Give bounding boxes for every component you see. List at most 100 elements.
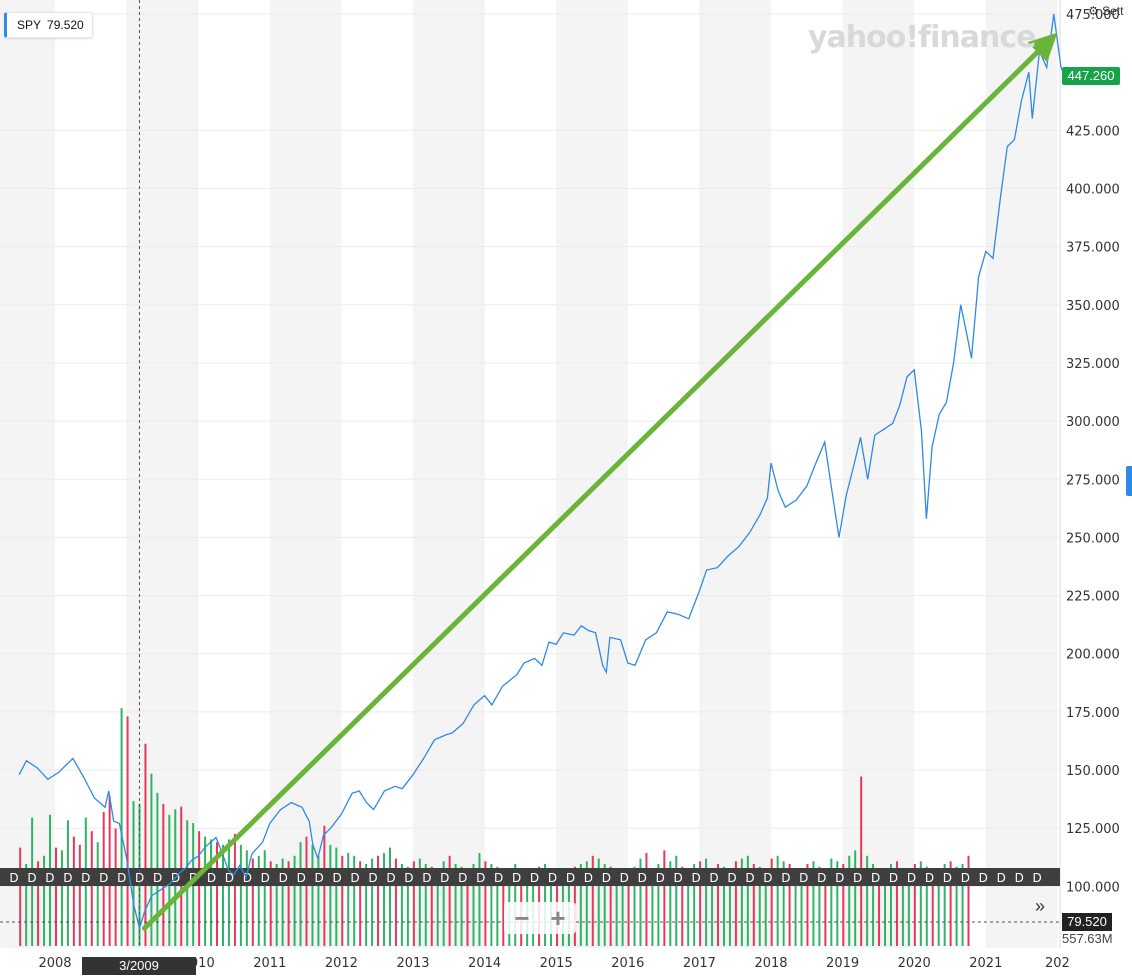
trend-arrow-shaft: [142, 49, 1040, 931]
settings-button[interactable]: ⚙ Sett: [1088, 4, 1123, 18]
volume-bar: [872, 864, 875, 946]
volume-bar: [794, 872, 797, 946]
x-tick-label: 2019: [826, 956, 859, 971]
volume-bar: [120, 708, 123, 946]
volume-bar: [836, 861, 839, 946]
dividend-marker: D: [27, 871, 36, 885]
dividend-marker: D: [297, 871, 306, 885]
x-tick-label: 2021: [969, 956, 1002, 971]
dividend-marker: D: [9, 871, 18, 885]
volume-bar: [418, 858, 421, 946]
volume-bar: [687, 869, 690, 946]
dividend-marker: D: [763, 871, 772, 885]
volume-bar: [597, 858, 600, 946]
volume-bar: [740, 858, 743, 946]
price-line: [18, 13, 1067, 931]
volume-bar: [734, 861, 737, 946]
volume-bar: [311, 844, 314, 946]
volume-bar: [722, 866, 725, 946]
volume-bar: [907, 872, 910, 946]
volume-bar: [657, 864, 660, 946]
volume-bar: [901, 869, 904, 946]
volume-bar: [830, 858, 833, 946]
volume-bar: [198, 831, 201, 946]
volume-bar: [591, 855, 594, 946]
dividend-marker: D: [476, 871, 485, 885]
volume-bar: [878, 874, 881, 946]
volume-bar: [275, 864, 278, 946]
dividend-marker: D: [853, 871, 862, 885]
x-tick-label: 2020: [898, 956, 931, 971]
dividend-marker: D: [566, 871, 575, 885]
zoom-in-button[interactable]: +: [550, 902, 566, 933]
y-tick-label: 175.000: [1066, 706, 1120, 721]
dividend-marker: D: [548, 871, 557, 885]
volume-bar: [585, 861, 588, 946]
scroll-right-button[interactable]: »: [1026, 894, 1054, 918]
volume-bar: [806, 864, 809, 946]
year-band: [126, 0, 199, 948]
volume-bar: [812, 861, 815, 946]
side-panel-tab[interactable]: [1126, 466, 1132, 496]
dividend-marker: D: [1033, 871, 1042, 885]
year-band: [842, 0, 915, 948]
volume-bar: [335, 847, 338, 946]
settings-label: Sett: [1102, 4, 1124, 18]
volume-bar: [472, 864, 475, 946]
volume-bar: [210, 839, 213, 946]
volume-bar: [776, 855, 779, 946]
volume-bar: [693, 864, 696, 946]
volume-bar: [388, 847, 391, 946]
ticker-chip[interactable]: SPY 79.520: [4, 12, 93, 38]
zoom-out-button[interactable]: −: [514, 902, 530, 933]
volume-bar: [895, 861, 898, 946]
y-tick-label: 250.000: [1066, 531, 1120, 546]
volume-bar: [227, 839, 230, 946]
volume-bar: [633, 866, 636, 946]
dividend-marker: D: [674, 871, 683, 885]
volume-bar: [645, 853, 648, 946]
dividend-marker: D: [332, 871, 341, 885]
x-tick-label: 2012: [325, 956, 358, 971]
volume-bar: [293, 855, 296, 946]
dividend-marker: D: [691, 871, 700, 885]
volume-bar: [406, 866, 409, 946]
volume-bar: [621, 874, 624, 946]
volume-bar: [699, 861, 702, 946]
x-tick-label: 202: [1045, 956, 1070, 971]
volume-bar: [317, 855, 320, 946]
volume-bar: [251, 858, 254, 946]
volume-bar: [144, 743, 147, 946]
dividend-marker: D: [494, 871, 503, 885]
dividend-marker: D: [781, 871, 790, 885]
year-band: [556, 0, 628, 948]
volume-bar: [54, 847, 57, 946]
year-band: [0, 0, 55, 948]
volume-bar: [37, 861, 40, 946]
volume-bar: [329, 844, 332, 946]
dividend-marker: D: [709, 871, 718, 885]
volume-bar: [961, 864, 964, 946]
volume-bar: [711, 869, 714, 946]
dividend-marker: D: [584, 871, 593, 885]
dividend-marker: D: [386, 871, 395, 885]
x-tick-label: 2015: [540, 956, 573, 971]
volume-bar: [609, 866, 612, 946]
y-tick-label: 375.000: [1066, 241, 1120, 256]
volume-bar: [782, 861, 785, 946]
volume-bar: [263, 850, 266, 946]
volume-bar: [216, 842, 219, 946]
volume-bar: [359, 861, 362, 946]
dividend-marker: D: [279, 871, 288, 885]
dividend-marker: D: [45, 871, 54, 885]
y-tick-label: 425.000: [1066, 124, 1120, 139]
volume-bar: [913, 864, 916, 946]
ticker-value: 79.520: [47, 18, 84, 32]
volume-bar: [245, 850, 248, 946]
dividend-marker: D: [153, 871, 162, 885]
volume-bar: [955, 866, 958, 946]
volume-bar: [484, 861, 487, 946]
volume-bar: [60, 850, 63, 946]
